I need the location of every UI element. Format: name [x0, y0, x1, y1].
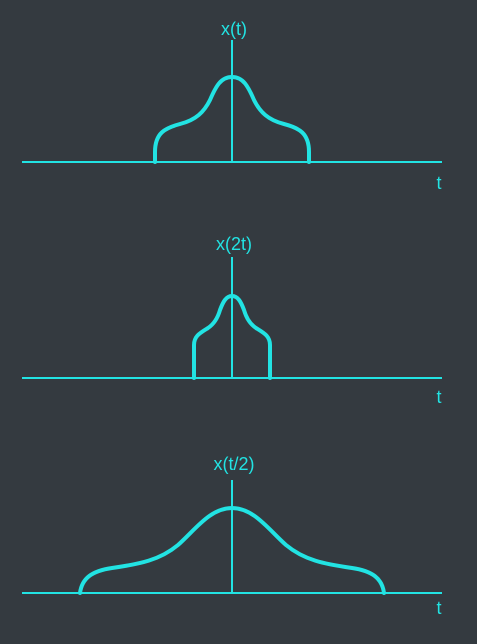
signal-curve — [153, 75, 311, 164]
panel-ylabel: x(2t) — [216, 234, 252, 254]
signal-curve — [78, 506, 386, 595]
panel-x-t: x(t) t — [22, 19, 442, 193]
panel-ylabel: x(t) — [221, 19, 247, 39]
panel-xlabel: t — [436, 598, 441, 618]
signal-curve — [192, 294, 272, 380]
panel-x-2t: x(2t) t — [22, 234, 442, 407]
panel-xlabel: t — [436, 387, 441, 407]
panel-x-t-half: x(t/2) t — [22, 454, 442, 618]
panel-xlabel: t — [436, 173, 441, 193]
panel-ylabel: x(t/2) — [213, 454, 254, 474]
